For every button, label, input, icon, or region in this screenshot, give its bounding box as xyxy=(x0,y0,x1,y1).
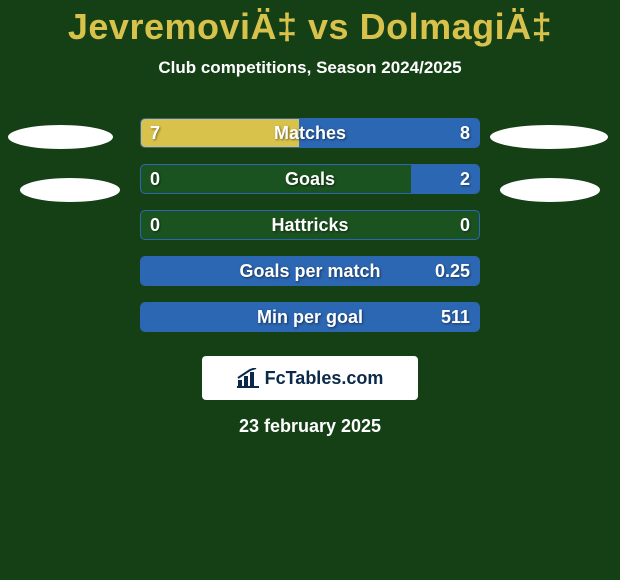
bar-track xyxy=(140,302,480,332)
brand-text: FcTables.com xyxy=(265,368,384,389)
bar-track xyxy=(140,210,480,240)
bar-fill-right xyxy=(141,303,479,331)
bar-fill-right xyxy=(299,119,479,147)
stat-row: Hattricks00 xyxy=(0,210,620,256)
bar-track xyxy=(140,164,480,194)
stat-row: Goals per match0.25 xyxy=(0,256,620,302)
bar-track xyxy=(140,256,480,286)
brand-box: FcTables.com xyxy=(202,356,418,400)
value-left: 7 xyxy=(150,118,160,148)
decoration-ellipse xyxy=(490,125,608,149)
value-right: 2 xyxy=(460,164,470,194)
bar-track xyxy=(140,118,480,148)
value-right: 511 xyxy=(441,302,470,332)
subtitle: Club competitions, Season 2024/2025 xyxy=(0,58,620,78)
stat-row: Min per goal511 xyxy=(0,302,620,348)
stats-rows: Matches78Goals02Hattricks00Goals per mat… xyxy=(0,118,620,348)
decoration-ellipse xyxy=(8,125,113,149)
title: JevremoviÄ‡ vs DolmagiÄ‡ xyxy=(0,0,620,48)
value-right: 0.25 xyxy=(435,256,470,286)
value-left: 0 xyxy=(150,164,160,194)
bar-fill-right xyxy=(141,257,479,285)
decoration-ellipse xyxy=(500,178,600,202)
value-right: 0 xyxy=(460,210,470,240)
value-left: 0 xyxy=(150,210,160,240)
date: 23 february 2025 xyxy=(0,416,620,437)
decoration-ellipse xyxy=(20,178,120,202)
value-right: 8 xyxy=(460,118,470,148)
bar-chart-icon xyxy=(237,368,259,388)
bar-fill-left xyxy=(141,119,299,147)
comparison-infographic: JevremoviÄ‡ vs DolmagiÄ‡ Club competitio… xyxy=(0,0,620,580)
